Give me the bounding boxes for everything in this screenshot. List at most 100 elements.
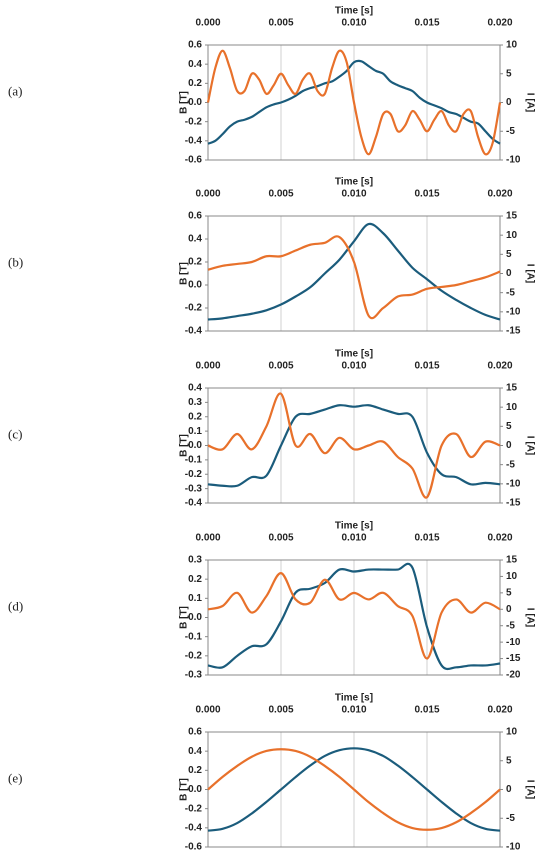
y-tick-label: 0.3 (188, 555, 202, 566)
y-tick-label: 0.4 (188, 59, 202, 70)
y2-tick-label: 5 (506, 249, 512, 260)
series-line (207, 572, 501, 660)
series-line (207, 392, 501, 499)
y2-tick-label: 15 (506, 555, 518, 566)
y2-tick-label: -10 (506, 842, 521, 853)
y-tick-label: 0.1 (188, 593, 202, 604)
y-tick-label: 0.2 (188, 765, 202, 776)
y-tick-label: 0.2 (188, 411, 202, 422)
x-tick-label: 0.005 (268, 18, 293, 29)
y2-tick-label: 10 (506, 727, 518, 738)
series-line (207, 748, 501, 831)
y-axis-title: B [T] (179, 434, 190, 457)
series-line (207, 747, 501, 832)
x-axis-title: Time [s] (335, 177, 373, 188)
y2-tick-label: 5 (506, 587, 512, 598)
panel-label: (a) (8, 83, 22, 98)
y2-tick-label: -15 (506, 498, 521, 509)
y-tick-label: 0.2 (188, 78, 202, 89)
y2-tick-label: -10 (506, 637, 521, 648)
y-tick-label: 0.6 (188, 727, 202, 738)
y-tick-label: 0.2 (188, 574, 202, 585)
y-tick-label: -0.3 (185, 670, 203, 681)
y2-axis-title: I [A] (524, 436, 535, 455)
y2-tick-label: -20 (506, 670, 521, 681)
y2-tick-label: -15 (506, 326, 521, 337)
series-line (207, 222, 501, 321)
x-tick-label: 0.020 (487, 189, 512, 200)
x-tick-label: 0.005 (268, 533, 293, 544)
y2-tick-label: 5 (506, 68, 512, 79)
y2-tick-label: 0 (506, 440, 512, 451)
y-tick-label: 0.4 (188, 234, 202, 245)
y-tick-label: -0.4 (185, 326, 203, 337)
x-tick-label: 0.010 (341, 189, 366, 200)
x-tick-label: 0.010 (341, 18, 366, 29)
x-tick-label: 0.015 (414, 533, 439, 544)
y-tick-label: -0.2 (185, 116, 203, 127)
y-tick-label: -0.1 (185, 455, 203, 466)
x-tick-label: 0.010 (341, 705, 366, 716)
y-tick-label: -0.1 (185, 631, 203, 642)
y-axis-title: B [T] (179, 91, 190, 114)
y-tick-label: 0.1 (188, 426, 202, 437)
y2-axis-title: I [A] (524, 93, 535, 112)
x-tick-label: 0.015 (414, 361, 439, 372)
y2-axis-title: I [A] (524, 780, 535, 799)
y-tick-label: 0.0 (188, 97, 202, 108)
y-tick-label: 0.0 (188, 280, 202, 291)
y-tick-label: -0.6 (185, 155, 203, 166)
y-axis-title: B [T] (179, 262, 190, 285)
x-tick-label: 0.020 (487, 705, 512, 716)
panel-label: (b) (8, 254, 23, 269)
y2-tick-label: -5 (506, 813, 515, 824)
y2-axis-title: I [A] (524, 264, 535, 283)
panel-label: (d) (8, 598, 23, 613)
y2-tick-label: 5 (506, 755, 512, 766)
x-tick-label: 0.020 (487, 18, 512, 29)
y2-tick-label: 0 (506, 268, 512, 279)
y-tick-label: 0.0 (188, 440, 202, 451)
y-tick-label: -0.6 (185, 842, 203, 853)
y-tick-label: -0.2 (185, 650, 203, 661)
x-tick-label: 0.000 (195, 361, 220, 372)
series-line (207, 235, 501, 320)
y2-tick-label: -5 (506, 459, 515, 470)
x-tick-label: 0.005 (268, 361, 293, 372)
y2-tick-label: -5 (506, 620, 515, 631)
x-axis-title: Time [s] (335, 6, 373, 17)
panel-label: (c) (8, 426, 22, 441)
y-tick-label: 0.3 (188, 397, 202, 408)
x-tick-label: 0.015 (414, 189, 439, 200)
y-axis-title: B [T] (179, 606, 190, 629)
x-tick-label: 0.020 (487, 533, 512, 544)
y2-tick-label: 5 (506, 421, 512, 432)
y2-axis-title: I [A] (524, 608, 535, 627)
series-line (207, 59, 501, 145)
plot-frame (207, 559, 501, 676)
y2-tick-label: 0 (506, 604, 512, 615)
y-axis-title: B [T] (179, 778, 190, 801)
y2-tick-label: -10 (506, 155, 521, 166)
y-tick-label: 0.2 (188, 257, 202, 268)
y-tick-label: -0.2 (185, 303, 203, 314)
x-tick-label: 0.000 (195, 705, 220, 716)
x-tick-label: 0.005 (268, 705, 293, 716)
y-tick-label: 0.0 (188, 784, 202, 795)
x-tick-label: 0.005 (268, 189, 293, 200)
y2-tick-label: -10 (506, 478, 521, 489)
y-tick-label: 0.6 (188, 40, 202, 51)
x-tick-label: 0.015 (414, 705, 439, 716)
series-line (207, 562, 501, 671)
y-tick-label: -0.4 (185, 135, 203, 146)
y2-tick-label: -5 (506, 287, 515, 298)
x-tick-label: 0.000 (195, 533, 220, 544)
y2-tick-label: 0 (506, 97, 512, 108)
y2-tick-label: 15 (506, 211, 518, 222)
series-line (206, 49, 502, 156)
y-tick-label: -0.2 (185, 469, 203, 480)
y2-tick-label: 10 (506, 40, 518, 51)
x-tick-label: 0.015 (414, 18, 439, 29)
y2-tick-label: 0 (506, 784, 512, 795)
